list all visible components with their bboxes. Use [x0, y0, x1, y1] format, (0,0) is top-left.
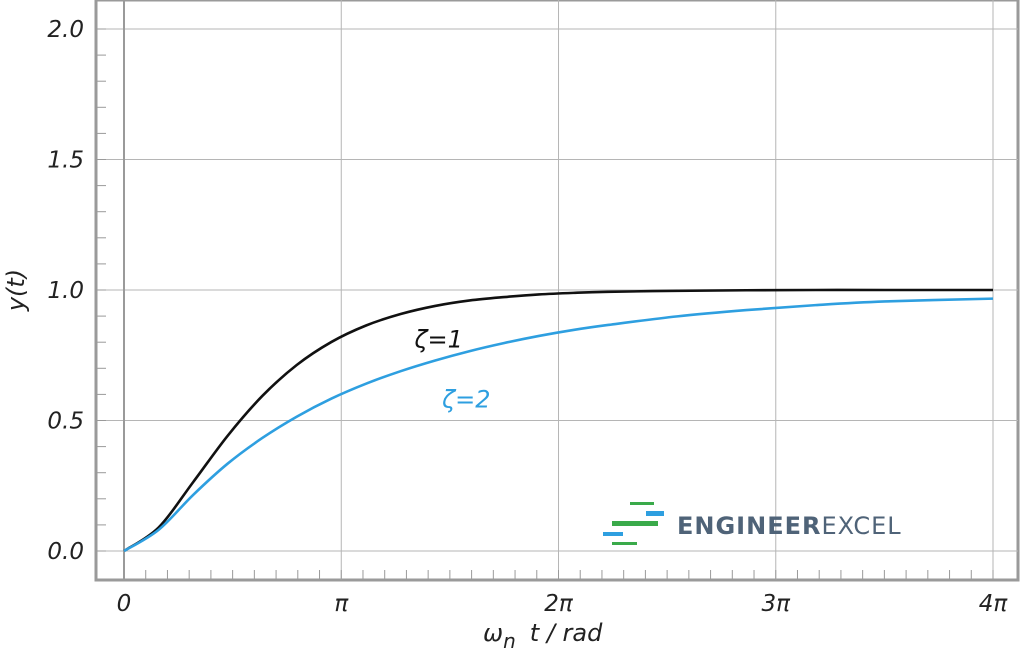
x-tick-label: π [334, 591, 349, 617]
logo-mark-icon [603, 502, 664, 545]
x-axis-title-suffix: t / rad [530, 619, 603, 647]
y-tick-label: 1.5 [47, 148, 84, 174]
x-tick-label: 4π [979, 591, 1009, 617]
x-tick-label: 0 [117, 591, 132, 617]
x-axis-title-omega: ω [483, 619, 503, 647]
x-tick-label: 3π [762, 591, 792, 617]
x-axis-title-subscript: n [503, 629, 516, 650]
logo-text-engineer: ENGINEER [677, 512, 821, 540]
tick-labels: 0.0 0.5 1.0 1.5 2.0 0 π 2π 3π 4π [47, 17, 1008, 617]
series-line-1 [123, 288, 993, 553]
y-tick-label: 0.5 [47, 409, 84, 435]
y-axis-title: y(t) [2, 269, 30, 312]
series-label-zeta-2: ζ=2 [441, 385, 490, 413]
y-tick-label: 0.0 [47, 539, 84, 565]
engineerexcel-logo: ENGINEEREXCEL [603, 502, 902, 545]
x-tick-label: 2π [544, 591, 574, 617]
series-line-2 [123, 297, 994, 553]
series-layer [123, 288, 994, 553]
logo-text-excel: EXCEL [821, 512, 901, 540]
x-axis-title: ωn t / rad [483, 619, 603, 650]
y-tick-label: 2.0 [47, 17, 84, 43]
logo-wordmark: ENGINEEREXCEL [677, 512, 902, 540]
y-tick-label: 1.0 [47, 278, 84, 304]
minor-ticks [96, 28, 994, 580]
series-label-zeta-1: ζ=1 [413, 325, 462, 353]
